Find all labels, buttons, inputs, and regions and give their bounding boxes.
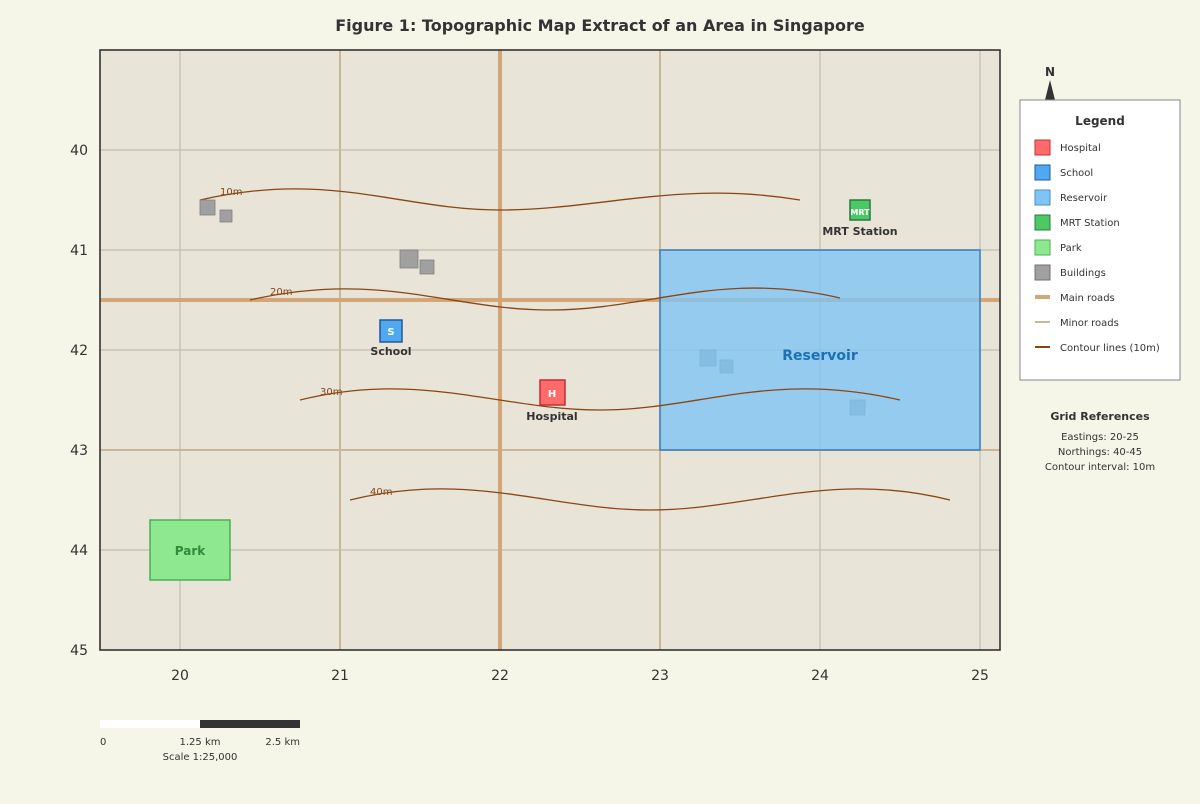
legend-label-mrt-station: MRT Station [1060,218,1120,229]
contour-label-20m: 20m [270,287,292,298]
contour-label-40m: 40m [370,487,392,498]
legend: Legend Hospital School Reservoir MRT Statio… [1019,99,1181,381]
northing-label: 42 [70,343,88,359]
northing-label: 44 [70,543,88,559]
building [199,199,216,216]
legend-label-reservoir: Reservoir [1060,193,1108,204]
northing-labels: 40 41 42 43 44 45 [70,143,88,659]
legend-swatch-park [1034,239,1051,256]
scale-label-start: 0 [100,737,106,748]
scale-ratio: Scale 1:25,000 [163,752,238,763]
scale-label-mid: 1.25 km [180,737,221,748]
grid-references: Grid References Eastings: 20-25 Northing… [1045,410,1155,473]
building [399,249,419,269]
legend-swatch-reservoir [1034,189,1051,206]
northing-label: 41 [70,243,88,259]
easting-label: 24 [811,668,829,684]
mrt-station-symbol [849,199,871,221]
park-label: Park [175,544,206,558]
grid-references-eastings: Eastings: 20-25 [1061,432,1139,443]
north-label: N [1045,65,1055,79]
contour-line-10m [199,188,801,211]
mrt-station-symbol-text: MRT [850,208,870,217]
northing-label: 40 [70,143,88,159]
building [419,259,435,275]
hospital-symbol [539,379,566,406]
school-label: School [370,345,411,358]
legend-label-school: School [1060,168,1093,179]
legend-title: Legend [1075,114,1125,128]
easting-label: 21 [331,668,349,684]
school-symbol [379,319,403,343]
legend-label-park: Park [1060,243,1082,254]
easting-label: 23 [651,668,669,684]
legend-label-hospital: Hospital [1060,143,1101,154]
easting-label: 20 [171,668,189,684]
northing-label: 45 [70,643,88,659]
legend-swatch-school [1034,164,1051,181]
contour-label-10m: 10m [220,187,242,198]
building [219,209,233,223]
legend-label-buildings: Buildings [1060,268,1106,279]
easting-label: 25 [971,668,989,684]
legend-items: Hospital School Reservoir MRT Station Park Bu… [1034,139,1160,354]
legend-label-contour-lines-10m: Contour lines (10m) [1060,343,1160,354]
scale-bar: 0 1.25 km 2.5 km Scale 1:25,000 [100,720,300,763]
grid-references-northings: Northings: 40-45 [1058,447,1142,458]
map-border [99,49,1001,651]
easting-label: 22 [491,668,509,684]
easting-labels: 20 21 22 23 24 25 [171,668,989,684]
reservoir [659,249,981,451]
contour-label-30m: 30m [320,387,342,398]
legend-label-minor-roads: Minor roads [1060,318,1119,329]
contour-line-40m [349,488,951,511]
legend-label-main-roads: Main roads [1060,293,1115,304]
buildings [199,199,435,275]
hospital-label: Hospital [526,410,577,423]
legend-swatch-buildings [1034,264,1051,281]
scale-bar-segment-dark [200,720,300,728]
grid-references-title: Grid References [1050,410,1150,423]
reservoir-label: Reservoir [782,348,858,364]
grid-references-contour-interval: Contour interval: 10m [1045,462,1155,473]
legend-swatch-hospital [1034,139,1051,156]
contour-line-30m [299,388,901,411]
legend-swatch-mrt-station [1034,214,1051,231]
figure-title: Figure 1: Topographic Map Extract of an … [335,16,865,35]
mrt-station-label: MRT Station [822,225,897,238]
school-symbol-letter: S [387,327,394,338]
northing-label: 43 [70,443,88,459]
contour-lines [199,188,951,511]
contour-labels: 10m 20m 30m 40m [220,187,392,498]
contour-line-20m [249,287,841,311]
scale-label-end: 2.5 km [265,737,300,748]
park [149,519,231,581]
scale-bar-segment-light [100,720,200,728]
hospital-symbol-letter: H [548,389,556,400]
north-arrow-icon [1045,80,1055,100]
